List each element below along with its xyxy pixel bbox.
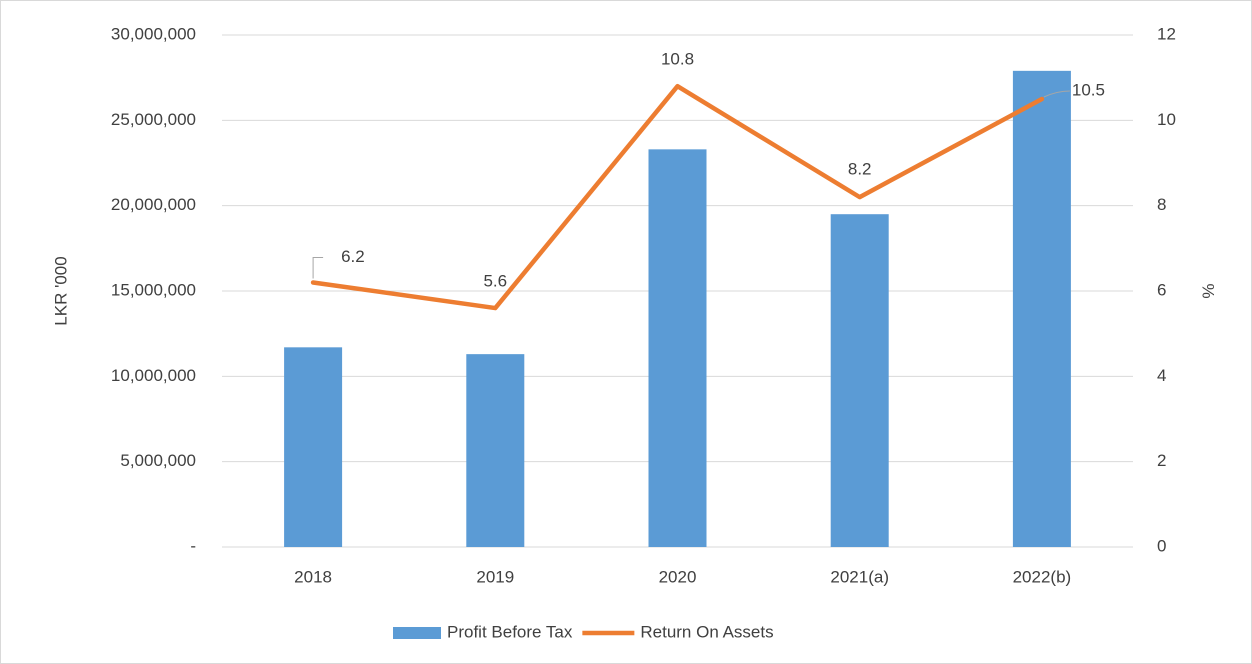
legend-label: Return On Assets: [640, 622, 773, 641]
bar: [648, 149, 707, 547]
y-tick-label: 20,000,000: [111, 195, 196, 214]
y-tick-label: -: [190, 536, 196, 555]
y2-tick-label: 10: [1157, 110, 1176, 129]
y-axis-label: LKR '000: [51, 256, 70, 325]
y2-tick-label: 2: [1157, 451, 1166, 470]
line: [310, 83, 1045, 311]
x-tick-label: 2020: [659, 567, 697, 586]
x-tick-label: 2019: [476, 567, 514, 586]
bar: [284, 347, 343, 547]
x-tick-label: 2018: [294, 567, 332, 586]
data-label: 8.2: [848, 160, 872, 179]
y2-tick-label: 6: [1157, 280, 1166, 299]
bar: [1012, 70, 1071, 547]
y-tick-label: 10,000,000: [111, 366, 196, 385]
data-label: 5.6: [483, 272, 507, 291]
leader-line: [1043, 90, 1070, 98]
leader-line: [312, 256, 324, 279]
y2-tick-label: 4: [1157, 366, 1166, 385]
y-tick-label: 5,000,000: [120, 451, 196, 470]
bar: [466, 354, 525, 547]
y2-tick-label: 0: [1157, 536, 1166, 555]
data-label: 10.8: [661, 50, 694, 69]
legend-swatch: [393, 627, 441, 639]
x-tick-label: 2021(a): [830, 567, 889, 586]
y-tick-label: 30,000,000: [111, 24, 196, 43]
y2-tick-label: 12: [1157, 24, 1176, 43]
legend-label: Profit Before Tax: [447, 622, 573, 641]
y2-axis-label: %: [1199, 283, 1218, 298]
data-label: 10.5: [1072, 80, 1105, 99]
data-label: 6.2: [341, 247, 365, 266]
y-tick-label: 25,000,000: [111, 110, 196, 129]
bar: [830, 214, 889, 547]
x-tick-label: 2022(b): [1013, 567, 1072, 586]
y2-tick-label: 8: [1157, 195, 1166, 214]
y-tick-label: 15,000,000: [111, 280, 196, 299]
